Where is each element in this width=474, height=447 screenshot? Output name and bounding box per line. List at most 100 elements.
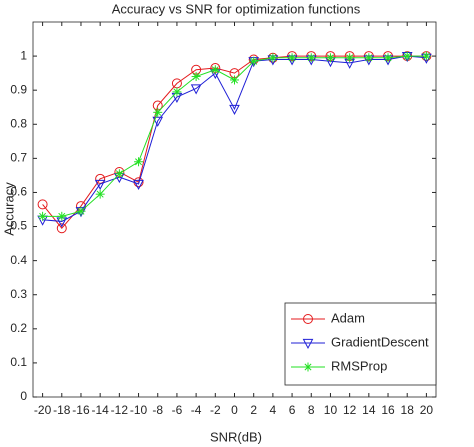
x-tick-label: 6 xyxy=(289,403,296,417)
marker-shape xyxy=(152,116,164,127)
marker-shape xyxy=(94,179,106,190)
x-tick-label: -18 xyxy=(53,403,71,417)
marker xyxy=(303,314,313,324)
y-axis-label: Accuracy xyxy=(1,182,16,236)
marker-shape xyxy=(346,54,354,62)
marker-shape xyxy=(302,338,314,350)
y-tick-label: 0.4 xyxy=(10,253,27,267)
x-tick-label: -4 xyxy=(191,403,202,417)
marker xyxy=(306,53,316,63)
marker-shape xyxy=(77,207,85,215)
y-tick-label: 0.8 xyxy=(10,116,27,130)
marker xyxy=(229,104,240,115)
x-tick-label: -14 xyxy=(91,403,109,417)
marker xyxy=(94,179,106,190)
y-tick-label: 0.9 xyxy=(10,82,27,96)
marker-shape xyxy=(192,73,200,81)
marker xyxy=(303,362,313,372)
marker-shape xyxy=(173,88,181,96)
x-tick-label: -20 xyxy=(34,403,52,417)
marker xyxy=(402,51,412,61)
marker xyxy=(37,199,48,210)
y-tick-label: 0.3 xyxy=(10,287,27,301)
marker-shape xyxy=(190,84,202,95)
marker-shape xyxy=(56,223,67,234)
y-tick-label: 0.2 xyxy=(10,321,27,335)
marker xyxy=(38,211,48,221)
y-tick-label: 0.6 xyxy=(10,185,27,199)
x-tick-label: 14 xyxy=(362,403,376,417)
x-tick-label: 4 xyxy=(270,403,277,417)
x-tick-label: -16 xyxy=(72,403,90,417)
marker-shape xyxy=(154,108,162,116)
marker-shape xyxy=(269,54,277,62)
marker-shape xyxy=(211,66,219,74)
marker xyxy=(210,65,220,75)
marker xyxy=(56,223,67,234)
marker xyxy=(152,116,164,127)
y-tick-label: 0.1 xyxy=(10,355,27,369)
marker-shape xyxy=(96,190,104,198)
marker-shape xyxy=(39,212,47,220)
chart-title: Accuracy vs SNR for optimization functio… xyxy=(112,1,361,16)
marker-shape xyxy=(288,54,296,62)
marker xyxy=(190,84,202,95)
marker xyxy=(57,211,67,221)
marker-shape xyxy=(250,57,258,65)
x-tick-label: -8 xyxy=(152,403,163,417)
marker xyxy=(325,53,335,63)
x-tick-label: 0 xyxy=(231,403,238,417)
marker xyxy=(345,53,355,63)
marker xyxy=(153,107,163,117)
marker-shape xyxy=(303,314,313,324)
legend-label: Adam xyxy=(331,310,365,325)
marker xyxy=(133,179,144,190)
x-tick-label: 16 xyxy=(381,403,395,417)
x-tick-label: 10 xyxy=(324,403,338,417)
x-tick-label: -6 xyxy=(172,403,183,417)
marker-shape xyxy=(326,54,334,62)
x-tick-label: -2 xyxy=(210,403,221,417)
series-line xyxy=(42,55,427,222)
marker xyxy=(287,53,297,63)
marker-shape xyxy=(95,173,106,184)
marker-shape xyxy=(307,54,315,62)
marker xyxy=(383,53,393,63)
marker xyxy=(364,53,374,63)
marker xyxy=(76,206,86,216)
marker-shape xyxy=(365,54,373,62)
y-tick-label: 0.5 xyxy=(10,219,27,233)
y-tick-label: 0.7 xyxy=(10,151,27,165)
legend-label: RMSProp xyxy=(331,358,387,373)
marker-shape xyxy=(58,212,66,220)
marker-shape xyxy=(115,170,123,178)
marker xyxy=(95,189,105,199)
marker-shape xyxy=(230,76,239,84)
marker-shape xyxy=(229,104,240,115)
marker xyxy=(230,75,239,85)
marker-shape xyxy=(304,363,312,371)
series-line xyxy=(42,55,427,230)
y-tick-label: 0 xyxy=(20,389,27,403)
marker-shape xyxy=(403,52,411,60)
x-tick-label: -10 xyxy=(130,403,148,417)
marker xyxy=(302,338,314,350)
marker-shape xyxy=(135,158,143,166)
marker xyxy=(114,169,124,179)
marker xyxy=(191,72,201,82)
x-axis-label: SNR(dB) xyxy=(210,429,262,444)
marker xyxy=(134,157,144,167)
marker-shape xyxy=(422,52,430,60)
legend-label: GradientDescent xyxy=(331,334,429,349)
marker-shape xyxy=(37,199,48,210)
marker xyxy=(172,87,182,97)
marker-shape xyxy=(384,54,392,62)
x-tick-label: -12 xyxy=(111,403,129,417)
marker xyxy=(268,53,278,63)
x-tick-label: 20 xyxy=(420,403,434,417)
marker-shape xyxy=(133,179,144,190)
x-tick-label: 8 xyxy=(308,403,315,417)
marker xyxy=(421,51,431,61)
marker xyxy=(249,56,259,66)
